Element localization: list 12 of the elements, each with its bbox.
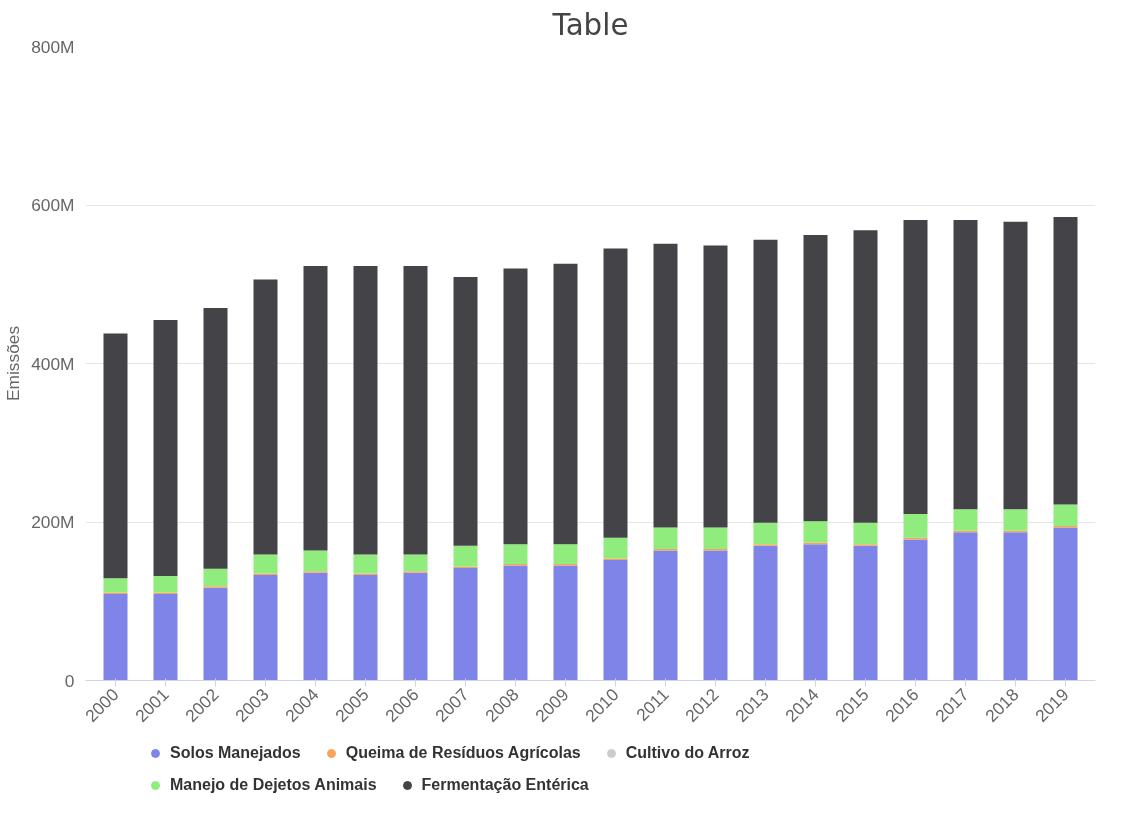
legend-label: Solos Manejados bbox=[170, 744, 301, 762]
legend-label: Manejo de Dejetos Animais bbox=[170, 776, 377, 794]
legend-label: Queima de Resíduos Agrícolas bbox=[345, 744, 581, 762]
y-tick-label: 600M bbox=[31, 195, 75, 215]
legend-label: Cultivo do Arroz bbox=[625, 744, 750, 762]
chart-title: Table bbox=[551, 7, 629, 42]
y-axis-title: Emissões bbox=[3, 325, 24, 402]
y-tick-label: 400M bbox=[31, 353, 75, 374]
y-tick-label: 200M bbox=[31, 512, 75, 532]
y-tick-label: 0 bbox=[64, 670, 75, 691]
legend-label: Fermentação Entérica bbox=[421, 776, 589, 794]
y-tick-label: 800M bbox=[31, 36, 75, 57]
